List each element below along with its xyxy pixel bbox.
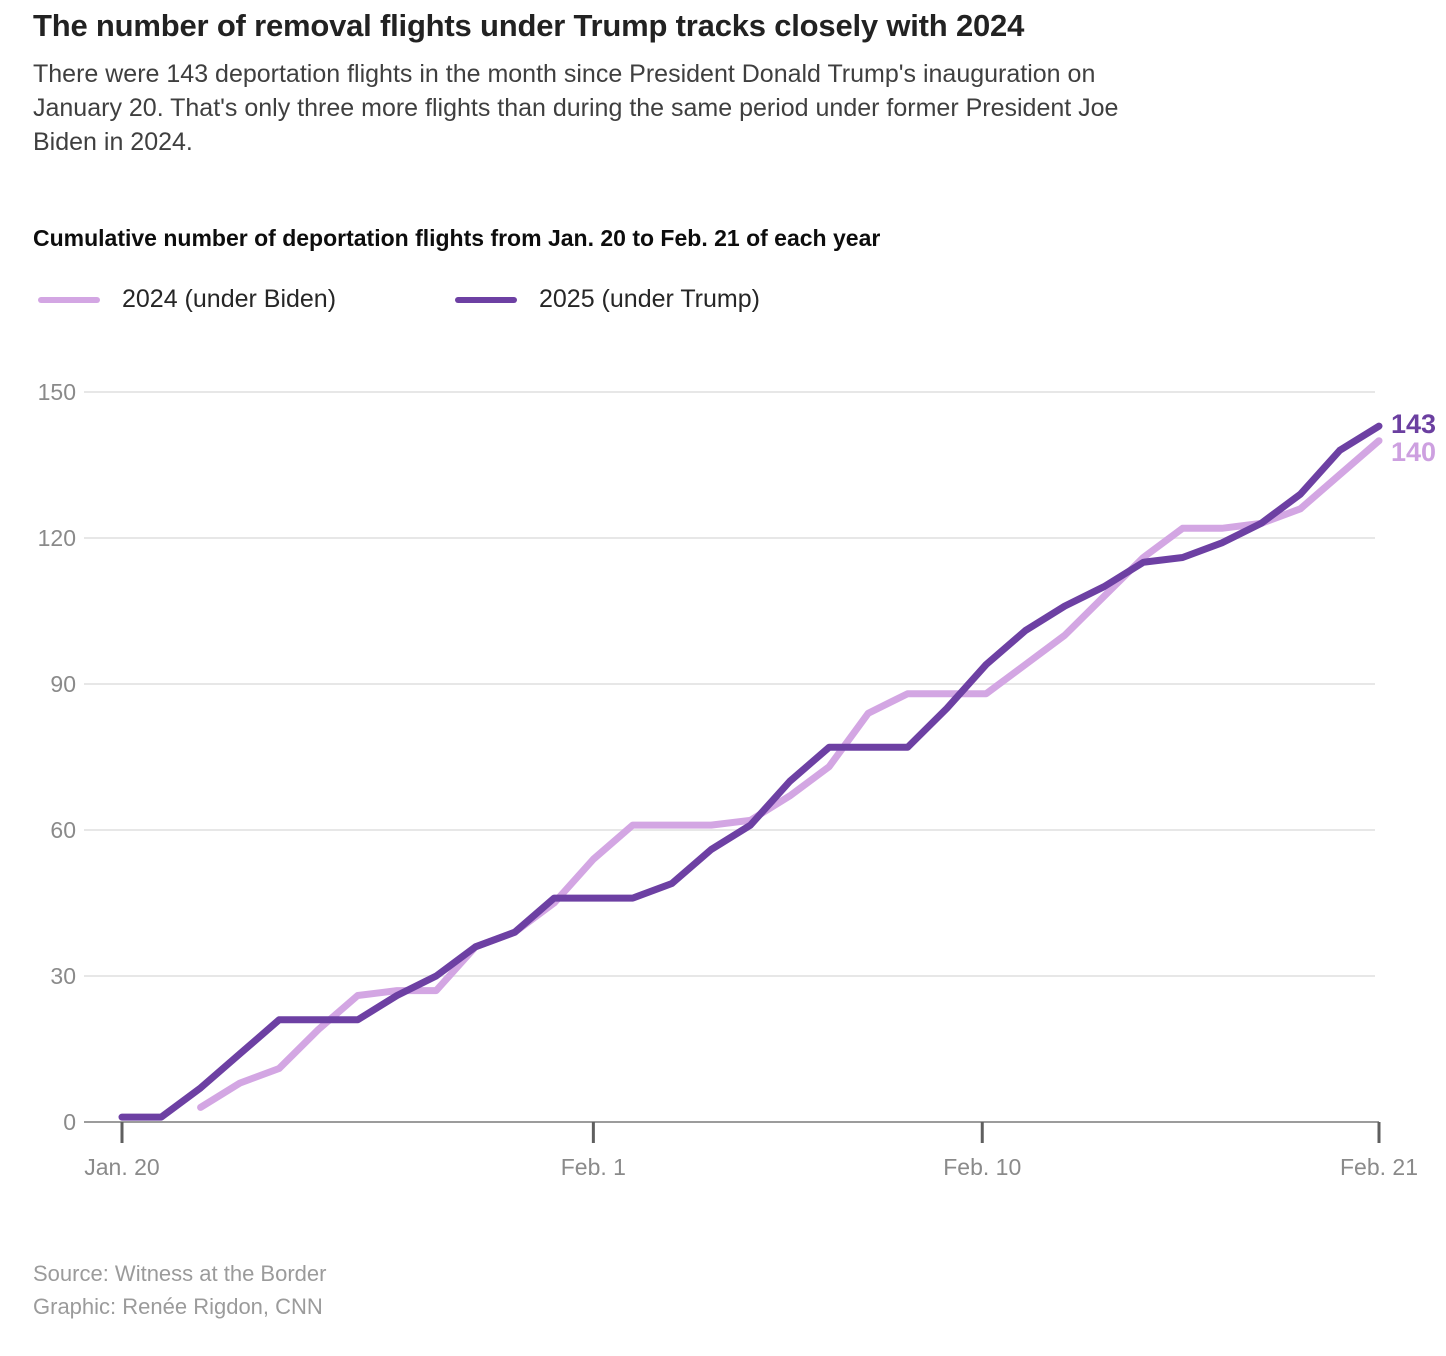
x-tick-label: Jan. 20 bbox=[84, 1154, 159, 1180]
series-line-2024 bbox=[197, 437, 1383, 1111]
legend-item-2024: 2024 (under Biden) bbox=[38, 285, 336, 314]
x-tick-label: Feb. 10 bbox=[943, 1154, 1021, 1180]
y-tick-label-150: 150 bbox=[38, 379, 76, 405]
source-note: Source: Witness at the Border Graphic: R… bbox=[33, 1257, 326, 1323]
x-tick-label: Feb. 21 bbox=[1340, 1154, 1418, 1180]
subtitle-line-2: January 20. That's only three more fligh… bbox=[33, 94, 1119, 122]
subtitle-line-3: Biden in 2024. bbox=[33, 128, 193, 156]
legend-swatch-2025 bbox=[455, 296, 517, 303]
page-title: The number of removal flights under Trum… bbox=[33, 8, 1025, 43]
y-tick-label-60: 60 bbox=[50, 817, 76, 843]
x-axis: Jan. 20 Feb. 1 Feb. 10 Feb. 21 bbox=[84, 1121, 1418, 1180]
chart-title: Cumulative number of deportation flights… bbox=[33, 225, 881, 251]
y-tick-label-120: 120 bbox=[38, 525, 76, 551]
end-value-label-2024: 140 bbox=[1391, 437, 1436, 467]
source-line: Source: Witness at the Border bbox=[33, 1261, 327, 1286]
legend-item-2025: 2025 (under Trump) bbox=[455, 285, 760, 314]
subtitle-line-1: There were 143 deportation flights in th… bbox=[33, 60, 1096, 88]
y-tick-label-90: 90 bbox=[50, 671, 76, 697]
subtitle: There were 143 deportation flights in th… bbox=[33, 57, 1423, 159]
gridlines bbox=[84, 390, 1375, 977]
series-line-2025 bbox=[118, 422, 1383, 1121]
y-tick-label-30: 30 bbox=[50, 963, 76, 989]
x-tick-label: Feb. 1 bbox=[561, 1154, 626, 1180]
credit-line: Graphic: Renée Rigdon, CNN bbox=[33, 1294, 323, 1319]
legend-label-2025: 2025 (under Trump) bbox=[539, 285, 760, 313]
end-value-label-2025: 143 bbox=[1391, 409, 1436, 439]
legend-swatch-2024 bbox=[38, 296, 100, 303]
y-tick-label-0: 0 bbox=[63, 1109, 76, 1135]
y-axis-labels: 0 30 60 90 120 150 bbox=[38, 379, 76, 1135]
legend-label-2024: 2024 (under Biden) bbox=[122, 285, 337, 313]
series-lines bbox=[118, 422, 1383, 1121]
